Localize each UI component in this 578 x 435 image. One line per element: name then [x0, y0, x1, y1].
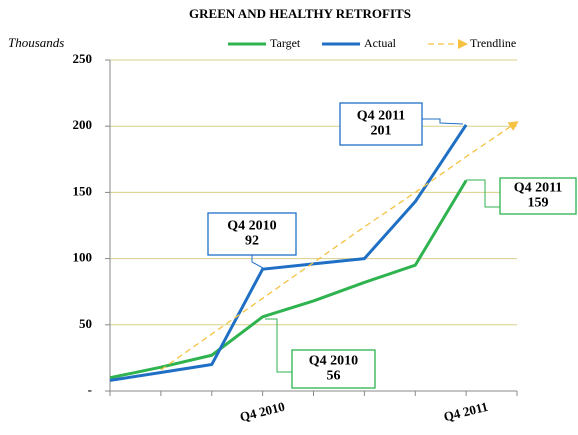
- y-tick-label: -: [88, 382, 92, 397]
- callout-leader: [466, 179, 500, 208]
- callout-text: Q4 2010: [227, 219, 276, 234]
- callout-text: Q4 2010: [309, 354, 358, 369]
- series-line: [160, 121, 519, 371]
- y-tick-label: 100: [73, 250, 93, 265]
- callout-text: 92: [245, 234, 259, 249]
- callout-text: 56: [327, 369, 341, 384]
- legend-label: Trendline: [470, 36, 516, 50]
- y-axis-label: Thousands: [8, 35, 64, 50]
- callout-box: [291, 349, 376, 389]
- y-tick-label: 250: [73, 51, 93, 66]
- callout-box: [339, 102, 423, 146]
- callout-text: Q4 2011: [514, 181, 563, 196]
- x-tick-label: Q4 2010: [238, 399, 286, 425]
- callout-text: 159: [528, 196, 549, 211]
- callout-leader: [251, 255, 264, 269]
- callout-text: Q4 2011: [357, 109, 406, 124]
- series-line: [109, 179, 468, 380]
- callout-text: 201: [371, 124, 392, 139]
- callout-leader: [265, 318, 292, 373]
- legend-label: Actual: [364, 36, 397, 50]
- callout-box: [499, 177, 577, 215]
- x-tick-label: Q4 2011: [442, 399, 489, 424]
- y-tick-label: 50: [79, 316, 92, 331]
- y-tick-label: 200: [73, 117, 93, 132]
- series-line: [109, 124, 468, 382]
- chart-title: GREEN AND HEALTHY RETROFITS: [189, 6, 411, 21]
- y-tick-label: 150: [73, 183, 93, 198]
- callout-box: [207, 212, 297, 256]
- legend-label: Target: [270, 36, 301, 50]
